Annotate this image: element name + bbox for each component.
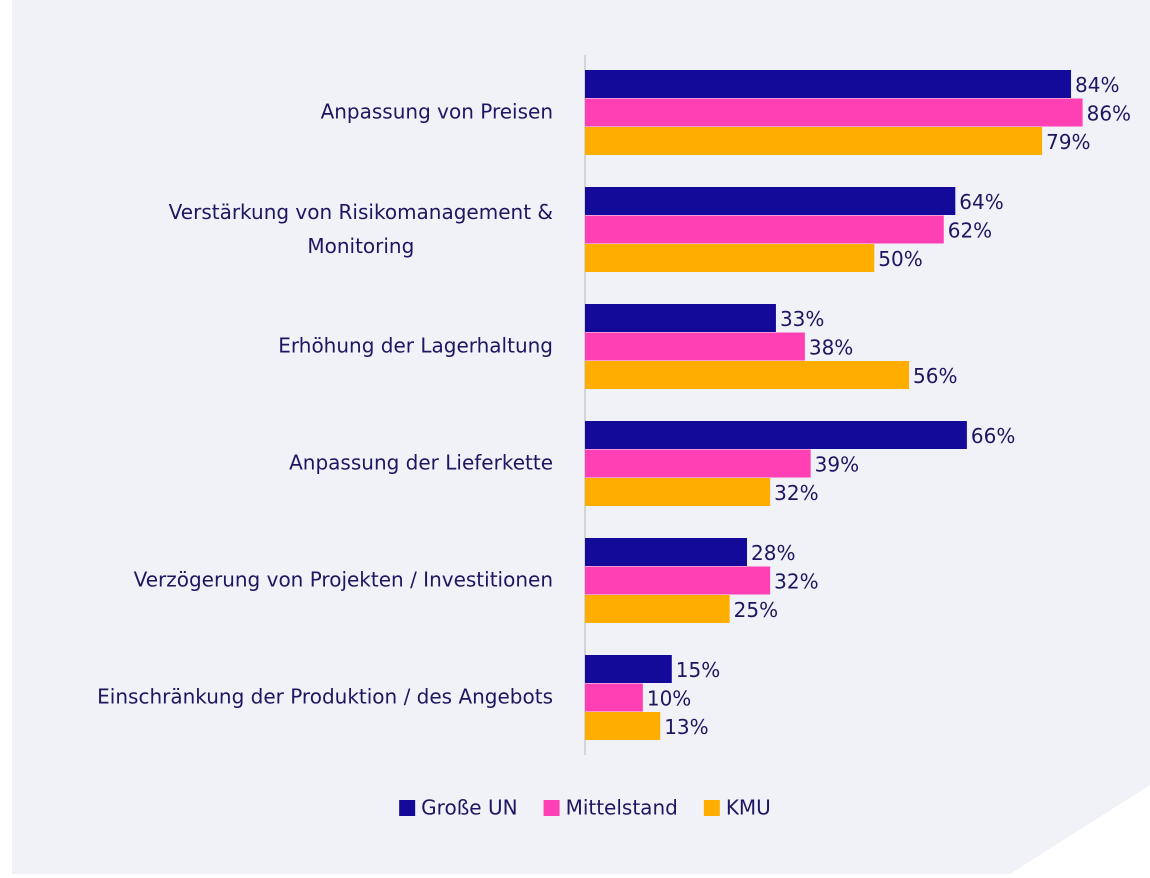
bar xyxy=(585,332,805,361)
category-label: Anpassung von Preisen xyxy=(321,99,553,123)
value-label: 64% xyxy=(959,190,1003,214)
bar xyxy=(585,712,661,740)
legend-label: Große UN xyxy=(421,796,517,820)
value-label: 28% xyxy=(751,541,795,565)
value-label: 33% xyxy=(780,307,824,331)
bar xyxy=(585,566,771,595)
category-label: Anpassung der Lieferkette xyxy=(289,450,553,474)
bar xyxy=(585,361,910,389)
value-label: 84% xyxy=(1075,73,1119,97)
value-label: 38% xyxy=(809,335,853,359)
value-label: 56% xyxy=(913,364,957,388)
bar xyxy=(585,215,944,244)
bar xyxy=(585,655,672,683)
value-label: 10% xyxy=(647,686,691,710)
bar xyxy=(585,595,730,623)
bar xyxy=(585,421,967,449)
category-label: Verstärkung von Risikomanagement & Monito… xyxy=(169,199,553,257)
value-label: 50% xyxy=(878,247,922,271)
bar xyxy=(585,449,811,478)
legend-swatch xyxy=(703,800,720,816)
bar xyxy=(585,304,776,332)
bar xyxy=(585,70,1072,98)
value-label: 62% xyxy=(948,218,992,242)
value-label: 79% xyxy=(1046,130,1090,154)
value-label: 32% xyxy=(774,569,818,593)
value-label: 25% xyxy=(734,598,778,622)
bar xyxy=(585,683,643,712)
bar xyxy=(585,538,748,566)
bar xyxy=(585,244,875,272)
legend-label: Mittelstand xyxy=(566,796,678,820)
bar xyxy=(585,127,1043,155)
value-label: 15% xyxy=(676,658,720,682)
legend-label: KMU xyxy=(726,796,771,820)
value-label: 32% xyxy=(774,481,818,505)
legend-swatch xyxy=(399,800,416,816)
value-label: 86% xyxy=(1087,101,1131,125)
category-label: Erhöhung der Lagerhaltung xyxy=(278,333,553,357)
value-label: 39% xyxy=(815,452,859,476)
category-label: Verzögerung von Projekten / Investitione… xyxy=(134,567,553,591)
bar xyxy=(585,187,956,215)
bar xyxy=(585,478,771,506)
legend-swatch xyxy=(543,800,560,816)
category-label: Einschränkung der Produktion / des Angeb… xyxy=(97,684,553,708)
value-label: 13% xyxy=(664,715,708,739)
bar xyxy=(585,98,1083,127)
value-label: 66% xyxy=(971,424,1015,448)
